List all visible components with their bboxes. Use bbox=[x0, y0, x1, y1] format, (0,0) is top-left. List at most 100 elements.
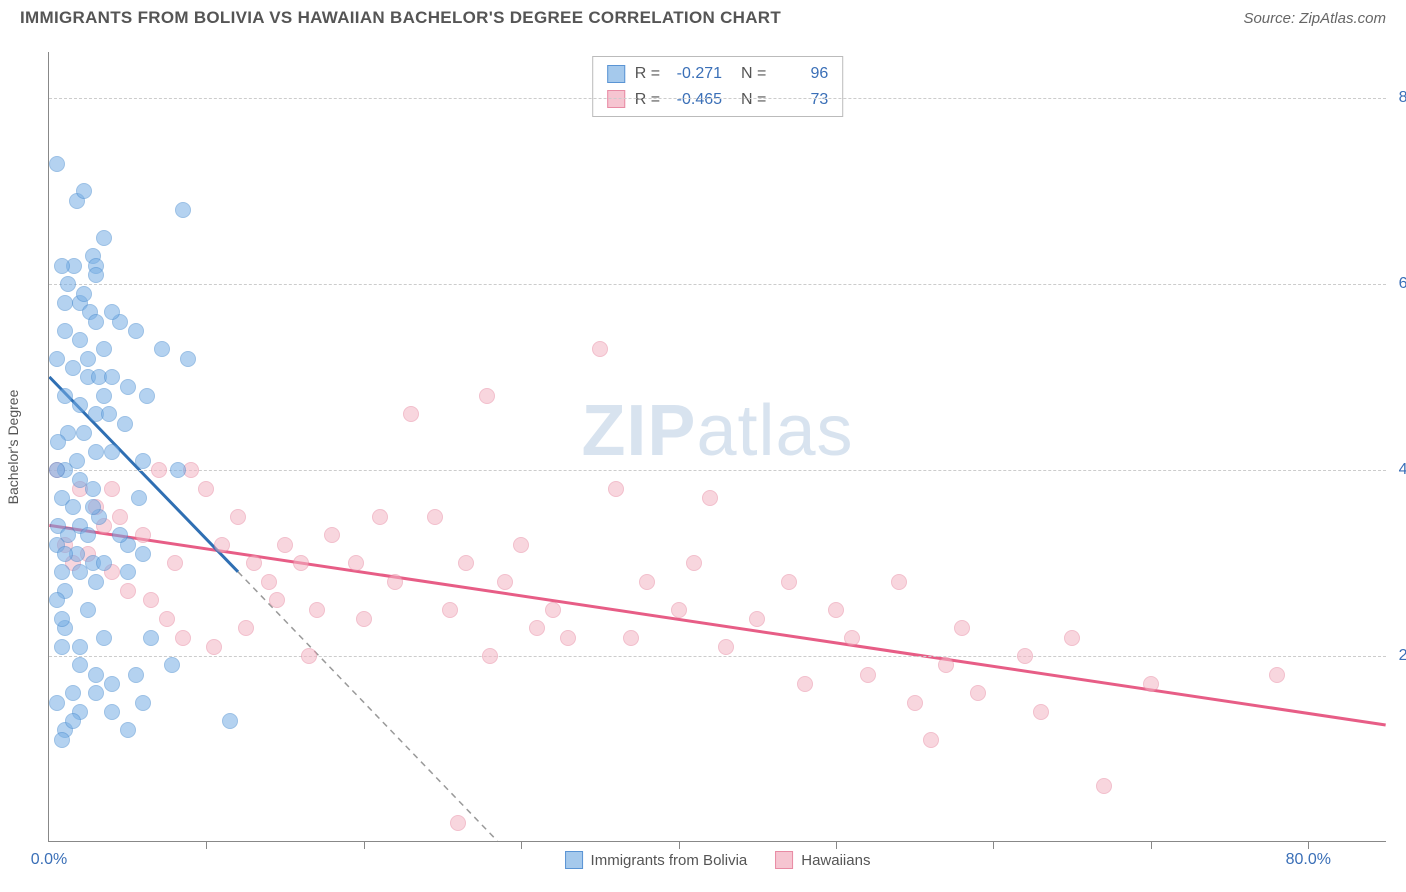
scatter-point bbox=[104, 481, 120, 497]
scatter-point bbox=[513, 537, 529, 553]
scatter-point bbox=[923, 732, 939, 748]
scatter-point bbox=[72, 657, 88, 673]
scatter-point bbox=[497, 574, 513, 590]
scatter-point bbox=[324, 527, 340, 543]
scatter-point bbox=[57, 323, 73, 339]
scatter-point bbox=[1033, 704, 1049, 720]
scatter-point bbox=[65, 360, 81, 376]
xtick-label: 80.0% bbox=[1286, 851, 1331, 869]
xtick bbox=[679, 841, 680, 849]
scatter-point bbox=[261, 574, 277, 590]
scatter-point bbox=[403, 406, 419, 422]
scatter-point bbox=[57, 295, 73, 311]
scatter-point bbox=[49, 592, 65, 608]
scatter-point bbox=[482, 648, 498, 664]
scatter-point bbox=[96, 388, 112, 404]
gridline-h bbox=[49, 656, 1386, 657]
scatter-point bbox=[135, 527, 151, 543]
series-legend: Immigrants from Bolivia Hawaiians bbox=[565, 851, 871, 869]
xtick bbox=[206, 841, 207, 849]
scatter-point bbox=[151, 462, 167, 478]
scatter-point bbox=[88, 685, 104, 701]
scatter-point bbox=[120, 564, 136, 580]
scatter-point bbox=[592, 341, 608, 357]
scatter-point bbox=[69, 453, 85, 469]
scatter-point bbox=[970, 685, 986, 701]
scatter-point bbox=[458, 555, 474, 571]
xtick-label: 0.0% bbox=[31, 851, 67, 869]
gridline-h bbox=[49, 470, 1386, 471]
scatter-point bbox=[135, 453, 151, 469]
scatter-point bbox=[348, 555, 364, 571]
scatter-point bbox=[154, 341, 170, 357]
scatter-point bbox=[76, 183, 92, 199]
xtick bbox=[836, 841, 837, 849]
scatter-point bbox=[175, 202, 191, 218]
scatter-point bbox=[117, 416, 133, 432]
scatter-point bbox=[1064, 630, 1080, 646]
scatter-point bbox=[844, 630, 860, 646]
scatter-point bbox=[60, 276, 76, 292]
source-attribution: Source: ZipAtlas.com bbox=[1243, 10, 1386, 27]
gridline-h bbox=[49, 98, 1386, 99]
scatter-point bbox=[277, 537, 293, 553]
scatter-point bbox=[214, 537, 230, 553]
scatter-point bbox=[96, 341, 112, 357]
stat-r-value-a: -0.271 bbox=[670, 61, 722, 87]
xtick bbox=[1151, 841, 1152, 849]
scatter-point bbox=[293, 555, 309, 571]
legend-swatch-blue bbox=[607, 65, 625, 83]
scatter-point bbox=[65, 685, 81, 701]
scatter-point bbox=[1269, 667, 1285, 683]
xtick bbox=[521, 841, 522, 849]
scatter-point bbox=[159, 611, 175, 627]
scatter-point bbox=[427, 509, 443, 525]
scatter-point bbox=[718, 639, 734, 655]
scatter-point bbox=[1017, 648, 1033, 664]
scatter-point bbox=[76, 286, 92, 302]
scatter-point bbox=[120, 722, 136, 738]
scatter-point bbox=[76, 425, 92, 441]
scatter-point bbox=[372, 509, 388, 525]
scatter-point bbox=[143, 630, 159, 646]
scatter-point bbox=[246, 555, 262, 571]
scatter-point bbox=[80, 527, 96, 543]
scatter-point bbox=[88, 667, 104, 683]
scatter-point bbox=[120, 379, 136, 395]
legend-swatch-blue bbox=[565, 851, 583, 869]
scatter-point bbox=[49, 351, 65, 367]
scatter-point bbox=[828, 602, 844, 618]
scatter-point bbox=[143, 592, 159, 608]
scatter-point bbox=[88, 314, 104, 330]
scatter-point bbox=[860, 667, 876, 683]
scatter-point bbox=[797, 676, 813, 692]
xtick bbox=[1308, 841, 1309, 849]
scatter-point bbox=[88, 574, 104, 590]
scatter-point bbox=[104, 704, 120, 720]
ytick-label: 20.0% bbox=[1399, 647, 1406, 665]
scatter-point bbox=[104, 676, 120, 692]
scatter-point bbox=[57, 546, 73, 562]
scatter-point bbox=[72, 564, 88, 580]
scatter-point bbox=[450, 815, 466, 831]
scatter-point bbox=[907, 695, 923, 711]
scatter-point bbox=[560, 630, 576, 646]
scatter-point bbox=[938, 657, 954, 673]
xtick bbox=[364, 841, 365, 849]
legend-label-b: Hawaiians bbox=[801, 852, 870, 869]
scatter-point bbox=[479, 388, 495, 404]
scatter-point bbox=[139, 388, 155, 404]
scatter-point bbox=[104, 304, 120, 320]
stat-n-label: N = bbox=[732, 61, 766, 87]
scatter-point bbox=[96, 230, 112, 246]
scatter-point bbox=[198, 481, 214, 497]
chart-title: IMMIGRANTS FROM BOLIVIA VS HAWAIIAN BACH… bbox=[20, 8, 781, 28]
scatter-point bbox=[1143, 676, 1159, 692]
scatter-point bbox=[54, 611, 70, 627]
scatter-point bbox=[65, 713, 81, 729]
scatter-point bbox=[49, 695, 65, 711]
scatter-point bbox=[180, 351, 196, 367]
y-axis-label: Bachelor's Degree bbox=[5, 389, 21, 504]
scatter-point bbox=[206, 639, 222, 655]
scatter-point bbox=[101, 406, 117, 422]
